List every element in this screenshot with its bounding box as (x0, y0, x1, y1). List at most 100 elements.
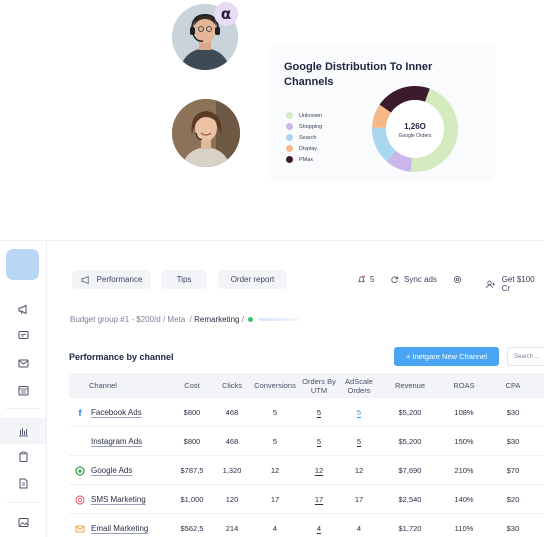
orders-utm-cell[interactable]: 5 (316, 408, 322, 417)
legend-label: PMax (299, 156, 314, 163)
calendar-icon[interactable] (17, 384, 29, 396)
donut-total: 1,26O (404, 122, 426, 131)
dashboard-panel (0, 240, 544, 537)
bar-chart-icon[interactable] (17, 425, 29, 437)
channel-cell[interactable]: SMS Marketing (75, 485, 146, 514)
orders-utm-cell[interactable]: 5 (316, 437, 322, 446)
referral-button[interactable]: Get $100 Cr (486, 275, 544, 293)
brand-logo-icon: α (214, 2, 238, 26)
table-row[interactable]: Instagram Ads $800 468 5 5 5 $5,200 150%… (69, 427, 544, 456)
clicks-cell: 468 (225, 408, 239, 417)
legend-label: Shopping (299, 123, 323, 130)
settings-button[interactable] (453, 275, 462, 284)
sync-ads-button[interactable]: Sync ads (390, 275, 437, 284)
sidebar-active-highlight (0, 418, 46, 444)
chat-icon[interactable] (17, 329, 29, 341)
orders-utm-cell[interactable]: 4 (316, 524, 322, 533)
column-header-cost[interactable]: Cost (184, 381, 200, 390)
adscale-orders-cell[interactable]: 5 (356, 437, 362, 446)
megaphone-icon[interactable] (17, 303, 29, 315)
cpa-cell: $70 (506, 466, 520, 475)
tab-order-report[interactable]: Order report (218, 270, 287, 289)
cost-cell: $800 (183, 437, 201, 446)
legend-item-shopping: Shopping (286, 121, 322, 132)
channel-name[interactable]: Google Ads (91, 466, 133, 475)
breadcrumb-group[interactable]: Budget group #1 - $200/d (70, 315, 161, 324)
distribution-donut-chart: 1,26O Google Orders (372, 86, 458, 172)
table-row[interactable]: f Facebook Ads $800 468 5 5 5 $5,200 108… (69, 398, 544, 427)
cpa-cell: $30 (506, 437, 520, 446)
column-header-channel[interactable]: Channel (89, 381, 117, 390)
clicks-cell: 468 (225, 437, 239, 446)
sidebar-divider (6, 408, 40, 409)
donut-center (386, 100, 444, 158)
sync-label: Sync ads (404, 275, 437, 284)
tab-label: Tips (176, 275, 192, 284)
conversions-cell: 17 (270, 495, 280, 504)
add-user-icon (486, 280, 495, 288)
channel-cell[interactable]: Instagram Ads (75, 427, 142, 456)
distribution-legend: Unknown Shopping Search Display PMax (286, 110, 322, 165)
roas-cell: 110% (454, 524, 474, 533)
adscale-orders-cell: 4 (356, 524, 362, 533)
workspace-logo[interactable] (6, 249, 39, 280)
legend-item-pmax: PMax (286, 154, 322, 165)
document-icon[interactable] (17, 477, 29, 489)
roas-cell: 108% (454, 408, 474, 417)
sms-icon (75, 494, 85, 505)
orders-utm-cell[interactable]: 12 (314, 466, 324, 475)
roas-cell: 150% (454, 437, 474, 446)
clipboard-icon[interactable] (17, 450, 29, 462)
legend-label: Display (299, 145, 318, 152)
column-header-cpa[interactable]: CPA (505, 381, 521, 390)
column-header-roas[interactable]: ROAS (453, 381, 475, 390)
referral-label: Get $100 Cr (501, 275, 535, 293)
cost-cell: $1,000 (180, 495, 204, 504)
image-icon[interactable] (17, 516, 29, 528)
donut-slice-pmax (379, 86, 430, 113)
breadcrumb-separator: / (185, 315, 195, 324)
breadcrumb-campaign: Remarketing (194, 315, 240, 324)
column-header-conversions[interactable]: Conversions (254, 381, 296, 390)
tab-performance[interactable]: Performance (72, 270, 151, 289)
cost-cell: $800 (183, 408, 201, 417)
notifications-button[interactable]: 5 (357, 275, 374, 284)
column-header-revenue[interactable]: Revenue (394, 381, 426, 390)
instagram-icon (75, 437, 85, 447)
customer-avatar-woman (172, 99, 240, 167)
adscale-orders-cell: 17 (354, 495, 364, 504)
notifications-count: 5 (370, 275, 375, 284)
performance-table: Channel Cost Clicks Conversions Orders B… (69, 373, 544, 537)
channel-cell[interactable]: f Facebook Ads (75, 398, 142, 427)
google-icon (75, 465, 85, 476)
legend-item-unknown: Unknown (286, 110, 322, 121)
channel-cell[interactable]: Google Ads (75, 456, 132, 485)
sync-icon (391, 276, 399, 284)
orders-utm-cell[interactable]: 17 (314, 495, 324, 504)
channel-name[interactable]: Instagram Ads (91, 437, 143, 446)
table-row[interactable]: Email Marketing $562,5 214 4 4 4 $1,720 … (69, 514, 544, 537)
column-header-orders-utm[interactable]: Orders By UTM (302, 376, 336, 395)
search-input[interactable]: Search ... (507, 347, 544, 366)
clicks-cell: 1,320 (222, 466, 242, 475)
channel-name[interactable]: Email Marketing (91, 524, 149, 533)
bell-icon (358, 275, 366, 283)
revenue-cell: $2,540 (398, 495, 422, 504)
breadcrumb-platform[interactable]: Meta (167, 315, 186, 324)
table-row[interactable]: Google Ads $787,5 1,320 12 12 12 $7,690 … (69, 456, 544, 485)
adscale-orders-cell[interactable]: 5 (356, 408, 362, 417)
channel-name[interactable]: SMS Marketing (91, 495, 146, 504)
tab-tips[interactable]: Tips (161, 270, 207, 289)
table-row[interactable]: SMS Marketing $1,000 120 17 17 17 $2,540… (69, 485, 544, 514)
donut-slice-shopping (386, 150, 413, 172)
gear-icon (453, 275, 462, 284)
channel-cell[interactable]: Email Marketing (75, 514, 148, 537)
legend-swatch (286, 123, 293, 130)
megaphone-icon (81, 275, 89, 284)
integrate-channel-button[interactable]: + Inetgare New Channel (394, 347, 499, 366)
mail-icon[interactable] (17, 357, 29, 369)
channel-name[interactable]: Facebook Ads (91, 408, 142, 417)
column-header-adscale-orders[interactable]: AdScale Orders (345, 376, 373, 395)
facebook-icon: f (78, 407, 82, 418)
column-header-clicks[interactable]: Clicks (222, 381, 242, 390)
